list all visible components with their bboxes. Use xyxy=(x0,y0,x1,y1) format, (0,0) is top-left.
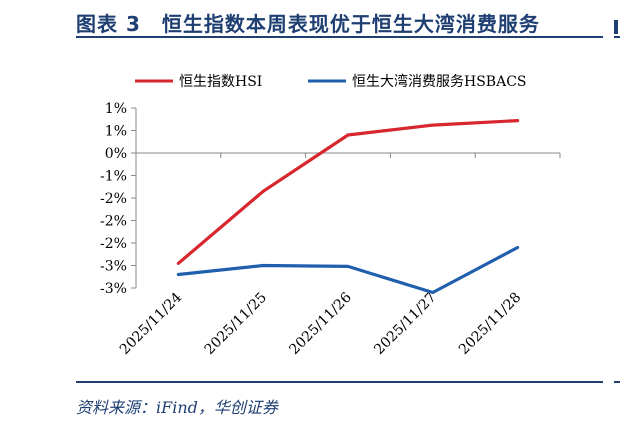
y-tick-label: -2% xyxy=(100,236,127,252)
chart-legend: 恒生指数HSI 恒生大湾消费服务HSBACS xyxy=(135,73,527,90)
chart-series xyxy=(176,118,520,295)
y-tick-label: 0% xyxy=(105,146,127,162)
x-tick-label: 2025/11/27 xyxy=(371,290,439,358)
chart-axes: 1%1%0%-1%-2%-2%-2%-3%-3%2025/11/24 2025/1… xyxy=(100,101,561,358)
series-line xyxy=(176,245,520,295)
y-tick-label: 1% xyxy=(105,101,127,117)
adjacent-figure-rule-bottom xyxy=(614,381,620,383)
x-tick-label: 2025/11/26 xyxy=(286,289,354,357)
y-tick-label: 1% xyxy=(105,124,127,140)
x-tick-label: 2025/11/28 xyxy=(456,290,524,358)
series-line xyxy=(176,118,520,265)
legend-label: 恒生大湾消费服务HSBACS xyxy=(352,73,527,90)
x-tick-label: 2025/11/25 xyxy=(202,290,270,358)
source-note: 资料来源：iFind，华创证券 xyxy=(76,398,278,417)
source-rule xyxy=(76,381,603,383)
legend-label: 恒生指数HSI xyxy=(179,74,262,90)
y-tick-label: -2% xyxy=(100,214,127,230)
adjacent-figure-rule xyxy=(614,36,620,38)
y-tick-label: -3% xyxy=(100,259,127,275)
y-tick-label: -1% xyxy=(100,169,127,185)
title-rule xyxy=(76,36,603,38)
figure-title: 图表 3 恒生指数本周表现优于恒生大湾消费服务 xyxy=(76,12,540,36)
x-tick-label: 2025/11/24 xyxy=(117,289,185,357)
adjacent-figure-edge xyxy=(614,20,618,34)
y-tick-label: -3% xyxy=(100,281,127,297)
y-tick-label: -2% xyxy=(100,191,127,207)
